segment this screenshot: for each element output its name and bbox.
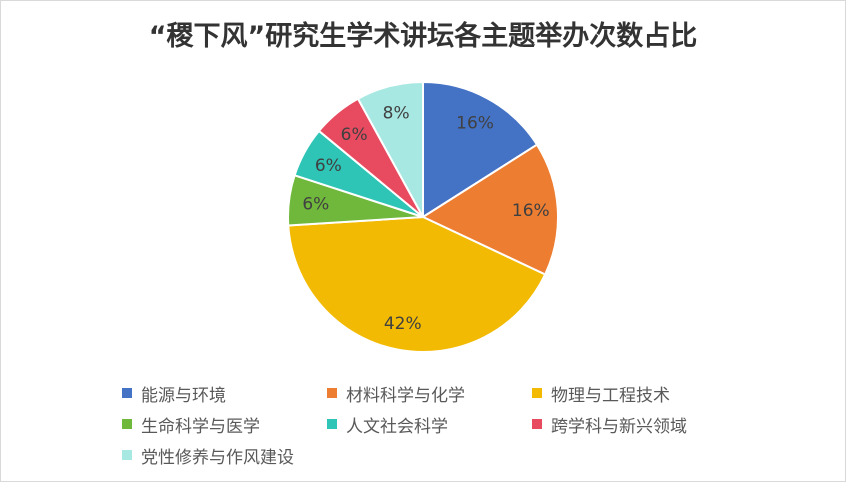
legend-label: 生命科学与医学 (141, 416, 260, 437)
legend-item: 能源与环境 (122, 382, 327, 406)
legend-swatch (122, 419, 132, 429)
legend-swatch (122, 450, 132, 460)
data-label: 42% (384, 314, 422, 334)
pie-slice (287, 215, 547, 353)
legend-label: 跨学科与新兴领域 (551, 416, 687, 437)
legend-swatch (532, 419, 542, 429)
legend-swatch (122, 388, 132, 398)
legend-item: 物理与工程技术 (532, 382, 762, 406)
pie-slice (422, 80, 539, 219)
pie-slice (420, 143, 559, 276)
data-label: 6% (302, 194, 329, 214)
pie-slice (356, 80, 424, 218)
legend-item: 人文社会科学 (327, 413, 532, 437)
data-label: 16% (456, 113, 494, 133)
legend-swatch (327, 419, 337, 429)
legend-label: 人文社会科学 (346, 416, 448, 437)
legend-swatch (532, 388, 542, 398)
chart-title: “稷下风”研究生学术讲坛各主题举办次数占比 (148, 21, 698, 52)
legend-label: 党性修养与作风建设 (141, 447, 294, 468)
legend-item: 材料科学与化学 (327, 382, 532, 406)
legend-item: 党性修养与作风建设 (122, 444, 327, 468)
data-label: 16% (512, 201, 550, 221)
legend: 能源与环境 材料科学与化学 物理与工程技术生命科学与医学 人文社会科学 跨学科与新兴领域… (122, 382, 762, 468)
legend-item: 生命科学与医学 (122, 413, 327, 437)
data-label: 6% (341, 125, 368, 145)
legend-item: 跨学科与新兴领域 (532, 413, 762, 437)
legend-label: 材料科学与化学 (346, 385, 465, 406)
legend-label: 能源与环境 (141, 385, 226, 406)
data-label: 8% (383, 103, 410, 123)
legend-swatch (327, 388, 337, 398)
data-label: 6% (315, 156, 342, 176)
legend-label: 物理与工程技术 (551, 385, 670, 406)
